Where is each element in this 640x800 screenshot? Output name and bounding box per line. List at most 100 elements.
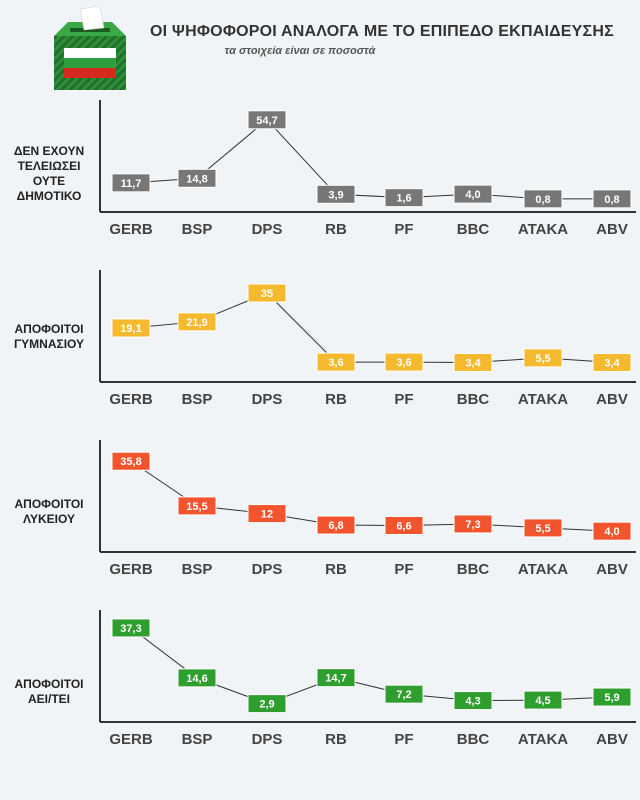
- data-point: 3,4: [592, 353, 632, 373]
- data-label: 4,0: [604, 526, 619, 538]
- data-point: 4,3: [453, 691, 493, 711]
- data-label: 5,5: [535, 523, 550, 535]
- x-tick-label: RB: [325, 391, 347, 408]
- data-point: 3,6: [384, 352, 424, 372]
- x-tick-label: ATAKA: [518, 391, 568, 408]
- data-label: 21,9: [186, 317, 207, 329]
- line-chart: 19,1 21,9 35 3,6 3,6 3,4 5,5 3,4 GERB BSP DPS RB PF B…: [99, 270, 636, 408]
- x-tick-label: RB: [325, 731, 347, 748]
- data-point-box: [316, 352, 356, 372]
- x-tick-label: RB: [325, 561, 347, 578]
- data-label: 3,6: [328, 357, 343, 369]
- x-tick-label: BBC: [457, 221, 490, 238]
- data-label: 11,7: [121, 178, 142, 190]
- chart-panel: ΔΕΝ ΕΧΟΥΝ ΤΕΛΕΙΩΣΕΙ ΟΥΤΕ ΔΗΜΟΤΙΚΟ 11,7 14,8 54…: [0, 92, 640, 252]
- data-point-box: [316, 668, 356, 688]
- data-point-box: [384, 188, 424, 208]
- x-tick-label: RB: [325, 221, 347, 238]
- data-label: 3,4: [465, 358, 481, 370]
- data-point: 19,1: [111, 318, 151, 338]
- chart-panel: ΑΠΟΦΟΙΤΟΙ ΑΕΙ/ΤΕΙ 37,3 14,6 2,9 14,7 7,2 4,3 4,5…: [0, 602, 640, 762]
- data-point-box: [111, 318, 151, 338]
- data-label: 4,0: [465, 189, 480, 201]
- data-point: 14,6: [177, 668, 217, 688]
- panel-label: ΑΠΟΦΟΙΤΟΙ ΛΥΚΕΙΟΥ: [4, 497, 94, 527]
- panel-label-line: ΔΕΝ ΕΧΟΥΝ: [13, 144, 85, 158]
- data-point-box: [453, 691, 493, 711]
- x-tick-label: BBC: [457, 391, 490, 408]
- data-point: 5,9: [592, 687, 632, 707]
- data-label: 7,3: [465, 519, 480, 531]
- panel-label-line: ΛΥΚΕΙΟΥ: [23, 512, 75, 526]
- data-point: 15,5: [177, 496, 217, 516]
- data-label: 5,5: [535, 353, 550, 365]
- x-tick-label: BSP: [182, 391, 213, 408]
- data-point: 3,9: [316, 184, 356, 204]
- data-point: 6,8: [316, 515, 356, 535]
- x-tick-label: ABV: [596, 391, 628, 408]
- data-point: 3,4: [453, 353, 493, 373]
- x-tick-label: PF: [394, 561, 413, 578]
- panel-label-line: ΓΥΜΝΑΣΙΟΥ: [13, 337, 85, 351]
- data-point-box: [384, 515, 424, 535]
- data-point-box: [247, 110, 287, 130]
- data-point-box: [384, 684, 424, 704]
- panel-label-line: ΑΠΟΦΟΙΤΟΙ: [14, 497, 84, 511]
- data-point-box: [523, 690, 563, 710]
- data-label: 35: [261, 288, 273, 300]
- data-label: 2,9: [259, 699, 274, 711]
- panel-label-line: ΑΠΟΦΟΙΤΟΙ: [14, 677, 84, 691]
- panel-label-line: ΔΗΜΟΤΙΚΟ: [16, 189, 82, 203]
- data-point: 14,8: [177, 168, 217, 188]
- line-chart: 37,3 14,6 2,9 14,7 7,2 4,3 4,5 5,9 GERB BSP DPS RB P…: [99, 610, 636, 748]
- panel-label-line: ΑΕΙ/ΤΕΙ: [27, 692, 70, 706]
- chart-subtitle: τα στοιχεία είναι σε ποσοστά: [224, 45, 376, 57]
- data-point-box: [177, 496, 217, 516]
- x-tick-label: BSP: [182, 731, 213, 748]
- x-tick-label: PF: [394, 731, 413, 748]
- data-label: 5,9: [604, 692, 619, 704]
- data-point-box: [592, 189, 632, 209]
- x-tick-label: GERB: [109, 731, 153, 748]
- data-point-box: [111, 618, 151, 638]
- data-label: 14,8: [186, 173, 207, 185]
- x-tick-label: ABV: [596, 731, 628, 748]
- line-chart: 35,8 15,5 12 6,8 6,6 7,3 5,5 4,0 GERB BSP DPS RB PF B…: [99, 440, 636, 578]
- x-tick-label: PF: [394, 391, 413, 408]
- data-label: 35,8: [120, 456, 141, 468]
- data-point-box: [247, 504, 287, 524]
- x-tick-label: GERB: [109, 391, 153, 408]
- data-label: 1,6: [396, 193, 411, 205]
- data-point: 4,0: [453, 184, 493, 204]
- data-point: 0,8: [523, 189, 563, 209]
- data-label: 6,6: [396, 520, 411, 532]
- line-chart: 11,7 14,8 54,7 3,9 1,6 4,0 0,8 0,8 GERB BSP DPS RB P…: [99, 100, 636, 238]
- ballot-box-icon: [54, 6, 126, 90]
- data-label: 3,4: [604, 358, 620, 370]
- data-point: 4,5: [523, 690, 563, 710]
- data-label: 0,8: [604, 194, 619, 206]
- data-label: 54,7: [256, 115, 277, 127]
- data-point-box: [453, 353, 493, 373]
- x-tick-label: DPS: [252, 391, 283, 408]
- data-label: 37,3: [120, 623, 141, 635]
- data-point-box: [247, 283, 287, 303]
- data-point-box: [384, 352, 424, 372]
- data-label: 4,5: [535, 695, 550, 707]
- x-tick-label: ABV: [596, 221, 628, 238]
- data-point-box: [111, 451, 151, 471]
- x-tick-label: BSP: [182, 561, 213, 578]
- data-point-box: [592, 521, 632, 541]
- chart-title: ΟΙ ΨΗΦΟΦΟΡΟΙ ΑΝΑΛΟΓΑ ΜΕ ΤΟ ΕΠΙΠΕΔΟ ΕΚΠΑΙ…: [150, 23, 614, 40]
- data-point-box: [177, 168, 217, 188]
- x-tick-label: GERB: [109, 561, 153, 578]
- panel-label: ΑΠΟΦΟΙΤΟΙ ΑΕΙ/ΤΕΙ: [4, 677, 94, 707]
- data-point: 4,0: [592, 521, 632, 541]
- data-point: 11,7: [111, 173, 151, 193]
- data-label: 14,7: [325, 673, 346, 685]
- data-point-box: [523, 348, 563, 368]
- x-tick-label: BSP: [182, 221, 213, 238]
- data-point-box: [247, 694, 287, 714]
- x-tick-label: DPS: [252, 731, 283, 748]
- data-label: 19,1: [120, 323, 141, 335]
